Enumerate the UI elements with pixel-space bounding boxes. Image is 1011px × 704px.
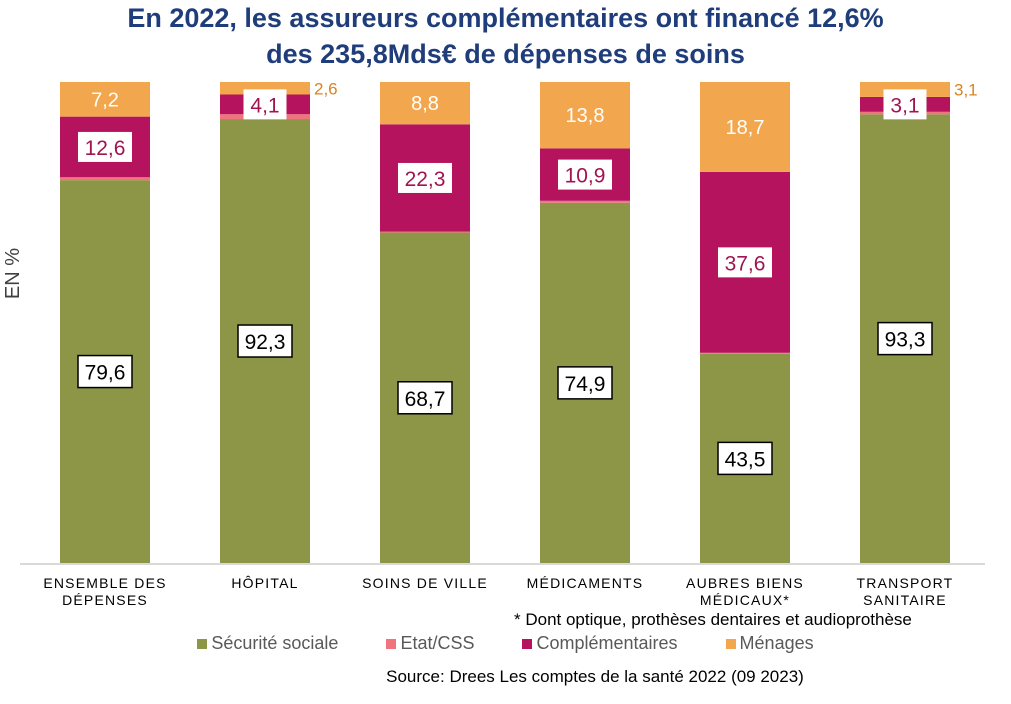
data-label-box [398,162,452,193]
data-label: 79,6 [85,362,126,385]
x-tick-label: DÉPENSES [62,592,148,608]
data-label: 13,8 [566,105,605,127]
data-label-box [883,89,927,120]
x-tick-label: HÔPITAL [231,575,298,591]
data-label-box [877,321,933,356]
bar-segment [380,82,470,125]
data-label: 7,2 [91,89,119,111]
data-label-box [558,159,612,190]
data-label: 4,1 [250,94,279,117]
bar-segment [220,82,310,95]
bar-segment [60,82,150,117]
data-label: 3,1 [954,80,978,99]
footnote: * Dont optique, prothèses dentaires et a… [514,610,912,629]
data-label: 12,6 [85,137,126,160]
x-tick-label: AUBRES BIENS [686,575,804,591]
bar-segment [540,82,630,149]
data-label-box [717,441,773,476]
data-label: 10,9 [565,165,606,188]
bar-segment [700,82,790,172]
legend-item-etat-css: Etat/CSS [386,633,474,654]
x-tick-label: MÉDICAUX* [700,592,790,608]
x-tick-label: MÉDICAMENTS [527,575,644,591]
data-label: 18,7 [726,117,765,139]
data-label: 3,1 [890,94,919,117]
data-label-box [243,89,287,120]
data-label: 43,5 [725,448,766,471]
legend-item-menages: Ménages [725,633,814,654]
bar-segment [60,177,150,181]
data-label-box [77,354,133,389]
data-label-box [397,381,453,415]
chart-title-line-1: En 2022, les assureurs complémentaires o… [127,3,884,33]
data-label: 2,6 [314,79,338,98]
data-label-box [78,131,132,162]
data-label-box [718,247,772,278]
x-tick-label: SOINS DE VILLE [362,575,488,591]
legend-swatch [386,638,397,649]
legend-label: Complémentaires [536,633,678,653]
chart-title: En 2022, les assureurs complémentaires o… [0,0,1011,72]
data-label: 92,3 [245,331,286,354]
x-tick-label: SANITAIRE [863,592,947,608]
x-tick-label: TRANSPORT [857,575,954,591]
data-label: 74,9 [565,373,606,396]
legend: Sécurité sociale Etat/CSS Complémentaire… [0,633,1011,654]
data-label: 37,6 [725,252,766,275]
bar-segment [700,352,790,354]
bar-segment [540,200,630,203]
legend-item-securite-sociale: Sécurité sociale [197,633,338,654]
legend-swatch [522,638,533,649]
data-label-box [237,324,293,358]
x-tick-label: ENSEMBLE DES [43,575,166,591]
legend-swatch [197,638,208,649]
legend-swatch [725,638,736,649]
y-axis-label: EN % [2,247,25,300]
data-label: 8,8 [411,93,439,115]
data-label: 93,3 [885,329,926,352]
bar-segment [380,231,470,233]
chart-title-line-2: des 235,8Mds€ de dépenses de soins [266,39,745,69]
data-label-box [557,366,613,400]
data-label: 22,3 [405,168,446,191]
legend-label: Sécurité sociale [211,633,339,653]
legend-item-complementaires: Complémentaires [522,633,678,654]
legend-label: Etat/CSS [400,633,475,653]
source-text: Source: Drees Les comptes de la santé 20… [386,667,804,686]
legend-label: Ménages [739,633,814,653]
data-label: 68,7 [405,388,446,411]
